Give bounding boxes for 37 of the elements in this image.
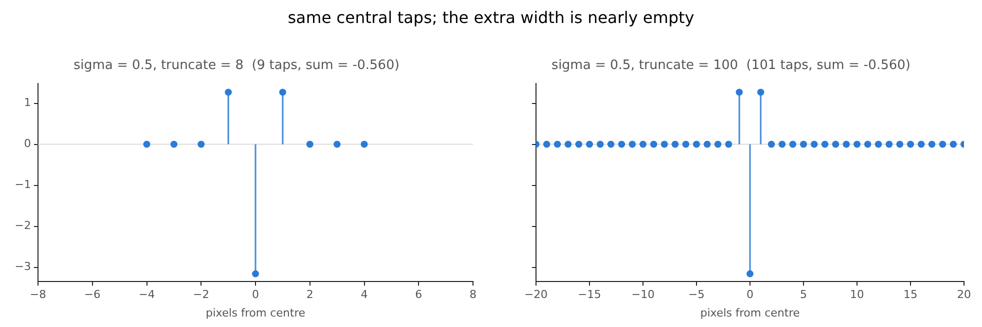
x-tick-label: 15	[904, 288, 918, 302]
point	[143, 140, 150, 148]
x-tick-label: −20	[524, 288, 548, 302]
x-tick-label: 0	[252, 288, 259, 302]
x-tick-label: 5	[800, 288, 807, 302]
point	[170, 140, 178, 148]
y-tick-label: −1	[14, 178, 31, 192]
point	[224, 88, 232, 96]
point	[252, 270, 259, 278]
x-axis-title: pixels from centre	[700, 306, 800, 320]
point	[279, 88, 286, 96]
x-tick-label: −4	[138, 288, 155, 302]
y-tick-label: −3	[14, 260, 31, 274]
point	[334, 140, 341, 148]
x-tick-label: 2	[306, 288, 314, 302]
x-tick-label: −15	[578, 288, 602, 302]
y-tick-label: 0	[24, 137, 31, 150]
point	[198, 140, 205, 148]
x-tick-label: −2	[193, 288, 210, 302]
y-tick-label: 1	[24, 96, 31, 110]
point	[306, 140, 314, 148]
x-tick-label: 20	[957, 288, 971, 302]
point	[360, 140, 368, 148]
x-tick-label: 6	[415, 288, 422, 302]
x-tick-label: 4	[360, 288, 368, 302]
x-tick-label: −8	[30, 288, 46, 302]
x-tick-label: 10	[850, 288, 864, 302]
y-tick-label: −2	[14, 219, 31, 232]
chart-title: sigma = 0.5, truncate = 100 (101 taps, sum = -0.560)	[552, 58, 910, 74]
x-tick-label: 8	[470, 288, 476, 302]
x-tick-label: −6	[84, 288, 100, 302]
text: same central taps; the extra width is nearly empty	[286, 8, 696, 27]
chart-title: sigma = 0.5, truncate = 8 (9 taps, sum = -0.560)	[74, 58, 400, 74]
x-axis-title: pixels from centre	[206, 306, 306, 320]
x-tick-label: −5	[688, 288, 705, 302]
x-tick-label: 0	[746, 288, 754, 302]
x-tick-label: −10	[631, 288, 655, 302]
